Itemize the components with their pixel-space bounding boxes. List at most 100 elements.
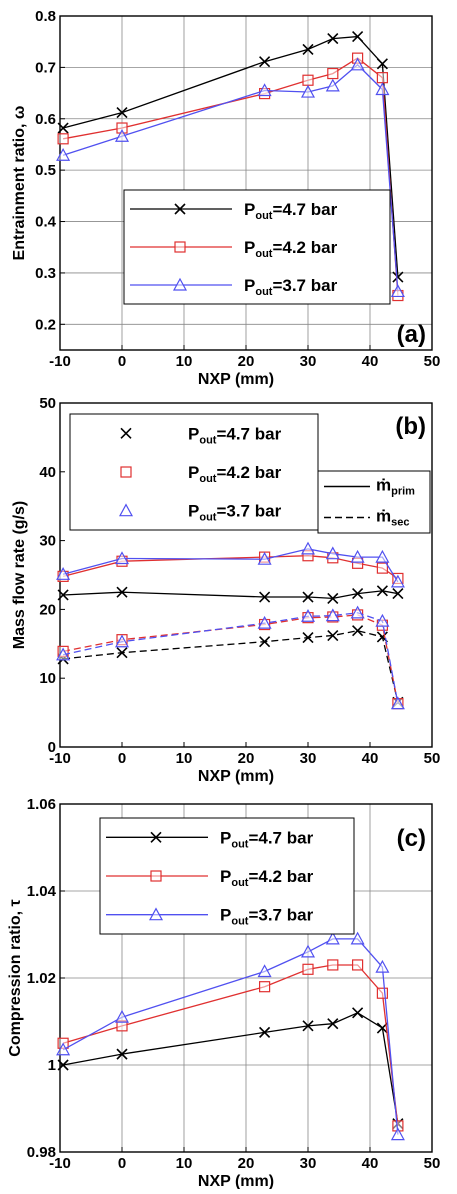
y-axis-label: Mass flow rate (g/s): [11, 501, 28, 649]
series-line: [62, 938, 399, 1135]
legend-marker: [172, 277, 188, 291]
y-tick-label: 0.98: [27, 1144, 56, 1161]
x-tick-label: 30: [300, 353, 317, 370]
legend-marker: [120, 466, 132, 478]
data-point: [327, 629, 339, 642]
data-point: [325, 931, 340, 945]
legend-label: Pout=3.7 bar: [220, 906, 314, 928]
x-tick-label: 20: [238, 750, 255, 767]
data-point: [390, 1127, 405, 1141]
x-axis-label: NXP (mm): [198, 371, 274, 388]
data-point: [257, 964, 272, 978]
series-line: [62, 964, 399, 1126]
data-point: [302, 43, 314, 55]
data-point: [390, 696, 405, 710]
data-point: [57, 1059, 69, 1071]
legend-marker: [174, 203, 186, 215]
panel-label: (b): [395, 413, 426, 440]
x-tick-label: 30: [300, 750, 317, 767]
data-point: [392, 271, 404, 283]
data-point: [390, 574, 405, 588]
data-point: [114, 1009, 130, 1023]
y-tick-label: 30: [39, 533, 56, 550]
data-point: [57, 589, 69, 601]
y-tick-label: 1.06: [27, 796, 56, 813]
legend-label: Pout=4.7 bar: [244, 200, 338, 222]
data-point: [376, 987, 388, 999]
data-point: [257, 615, 272, 629]
y-tick-label: 0.2: [35, 316, 56, 333]
data-point: [325, 546, 340, 560]
y-axis-label: Entrainment ratio, ω: [11, 106, 28, 261]
linestyle-legend-label: ṁsec: [376, 507, 409, 529]
series-line: [62, 612, 399, 704]
x-tick-label: 50: [424, 353, 441, 370]
data-point: [300, 944, 316, 958]
data-point: [392, 588, 404, 600]
x-tick-label: 40: [362, 353, 379, 370]
x-tick-label: 10: [176, 353, 193, 370]
legend-box: [69, 413, 319, 531]
legend-marker: [120, 427, 132, 439]
data-point: [325, 78, 340, 92]
y-tick-label: 0.7: [35, 59, 56, 76]
y-tick-label: 20: [39, 601, 56, 618]
y-tick-label: 40: [39, 464, 56, 481]
linestyle-legend-label: ṁprim: [376, 476, 415, 498]
x-tick-label: 0: [118, 750, 126, 767]
data-point: [327, 959, 339, 971]
y-tick-label: 1: [48, 1057, 56, 1074]
data-point: [390, 284, 405, 298]
data-point: [116, 586, 128, 598]
data-point: [114, 634, 130, 648]
data-point: [376, 562, 388, 574]
legend-label: Pout=4.2 bar: [220, 867, 314, 889]
data-point: [56, 567, 71, 580]
y-tick-label: 0.4: [35, 214, 57, 231]
data-point: [327, 67, 339, 80]
data-point: [376, 58, 388, 70]
data-point: [376, 585, 388, 597]
legend-label: Pout=4.2 bar: [188, 463, 282, 485]
y-axis-label: Compression ratio, τ: [7, 899, 24, 1056]
x-axis-label: NXP (mm): [198, 1173, 274, 1189]
series-line: [62, 1012, 399, 1124]
data-point: [302, 632, 314, 644]
data-point: [116, 1048, 128, 1060]
data-point: [302, 963, 314, 975]
data-point: [352, 959, 364, 971]
data-point: [375, 549, 390, 563]
y-tick-label: 0.6: [35, 111, 56, 128]
data-point: [300, 541, 316, 555]
data-point: [114, 128, 130, 142]
legend-label: Pout=3.7 bar: [188, 502, 282, 524]
legend-label: Pout=4.7 bar: [188, 424, 282, 446]
data-point: [259, 981, 271, 993]
legend-marker: [148, 907, 164, 921]
data-point: [375, 613, 390, 627]
panel-label: (c): [397, 825, 426, 852]
data-point: [56, 1042, 71, 1056]
x-tick-label: 40: [362, 1155, 379, 1172]
data-point: [302, 591, 314, 603]
x-tick-label: -10: [49, 750, 71, 767]
data-point: [352, 1007, 364, 1019]
data-point: [352, 588, 364, 600]
legend-marker: [150, 831, 162, 843]
series-line: [63, 590, 399, 600]
data-point: [259, 591, 271, 603]
x-tick-label: -10: [49, 1155, 71, 1172]
x-tick-label: 0: [118, 353, 126, 370]
data-point: [350, 549, 365, 563]
data-point: [56, 147, 71, 161]
data-point: [259, 1026, 271, 1038]
x-tick-label: 0: [118, 1155, 126, 1172]
y-tick-label: 0.5: [35, 162, 56, 179]
linestyle-legend-box: [317, 470, 431, 534]
data-point: [56, 647, 71, 661]
x-tick-label: 50: [424, 1155, 441, 1172]
panel-label: (a): [397, 321, 426, 348]
data-point: [375, 959, 390, 973]
y-tick-label: 0.8: [35, 8, 56, 25]
